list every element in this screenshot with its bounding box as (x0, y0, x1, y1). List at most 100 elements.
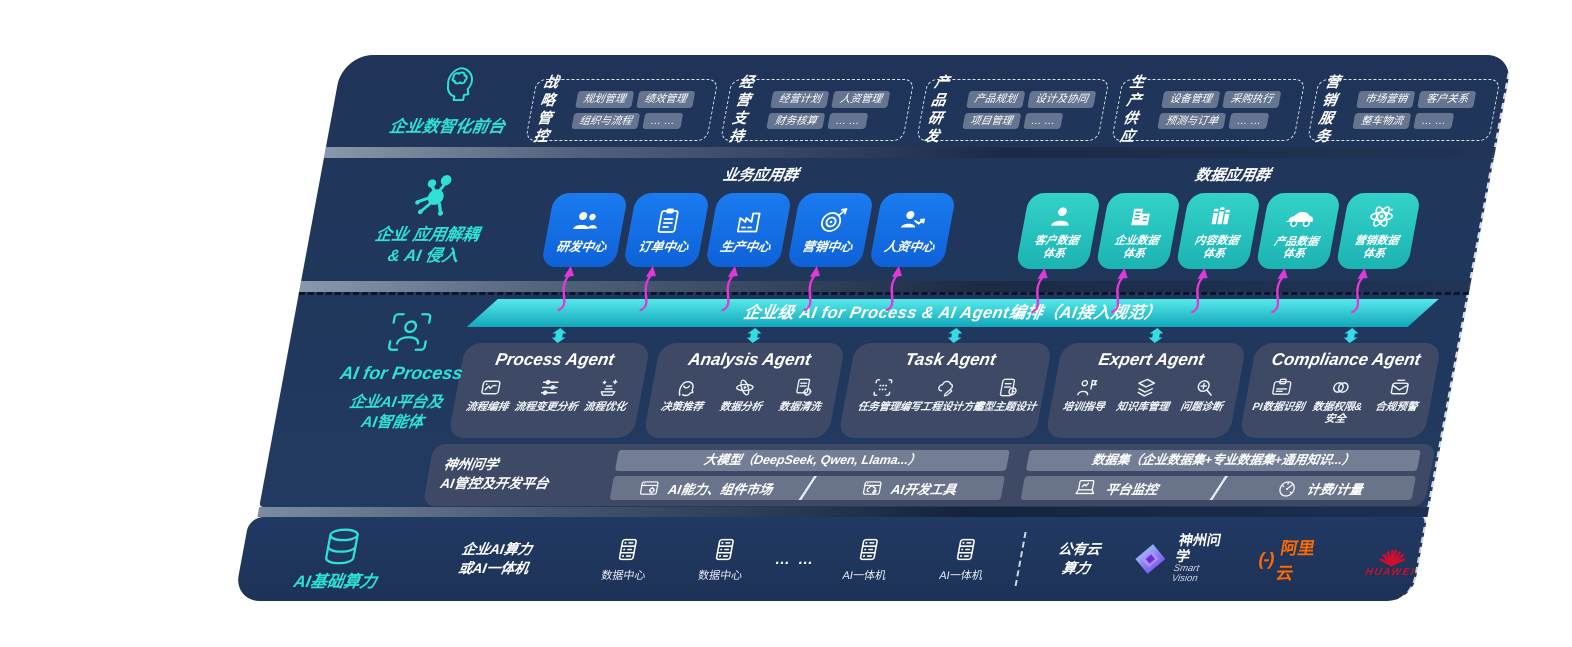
infra-node-datacenter: 数据中心 (585, 536, 668, 583)
metering-gauge-icon (1279, 480, 1296, 497)
smartvision-logo (1135, 544, 1166, 574)
app-tile-hr-center: 人资中心 (868, 193, 957, 267)
front-office-label: 企业数智化前台 (387, 117, 507, 136)
platform-cell-metering: 计费/计量 (1224, 476, 1416, 500)
agent-title: Analysis Agent (686, 350, 813, 369)
front-group-operation: 经营 支持 经营计划 人资管理 财务核算 … … (720, 75, 915, 145)
design-doc-icon (999, 378, 1017, 397)
layer-separator (323, 147, 1496, 158)
ai-platform-subtitle: 企业AI平台及 AI智能体 (348, 393, 445, 431)
front-group-marketing: 营销 服务 市场营销 客户关系 整车物流 … … (1306, 75, 1501, 145)
infra-node-label: 数据中心 (600, 569, 647, 582)
books-icon (1211, 207, 1230, 225)
server-icon (619, 538, 638, 560)
vendor-name: 神州问学 (1174, 532, 1223, 564)
target-icon (820, 208, 848, 232)
platform-cell-label: AI能力、组件市场 (666, 481, 774, 497)
front-chip: … … (642, 112, 684, 130)
factory-icon (736, 212, 761, 233)
flow-arrow-icon (639, 266, 656, 312)
knowledge-layers-icon (1137, 378, 1156, 397)
flow-arrow-icon (1111, 268, 1128, 314)
infra-node-ai-appliance: AI一体机 (922, 536, 1005, 583)
agent-item-label: 任务管理 (856, 401, 901, 413)
platform-cell-components: AI能力、组件市场 (610, 476, 802, 500)
front-chip: 客户关系 (1417, 90, 1477, 108)
agent-item-label: 数据清洗 (777, 401, 822, 413)
data-app-title: 数据应用群 (1193, 167, 1272, 184)
front-chip: 采购执行 (1222, 90, 1282, 108)
flow-arrow-icon (1031, 268, 1048, 314)
molecule-icon (414, 174, 452, 216)
front-chip: 预测与订单 (1157, 112, 1227, 130)
front-chip: … … (1413, 112, 1455, 130)
data-clean-icon (795, 378, 812, 397)
clipboard-icon (657, 208, 679, 233)
front-chip: 设计及协同 (1026, 90, 1097, 108)
front-chip: 市场营销 (1356, 90, 1416, 108)
platform-cell-devtools: AI开发工具 (813, 476, 1005, 500)
data-tile-marketing: 营销数据 体系 (1335, 193, 1422, 269)
flow-arrow-icon (803, 266, 820, 312)
layer-separator (257, 507, 1430, 517)
front-chip: … … (1022, 112, 1064, 130)
business-app-cluster: 业务应用群 研发中心 订单中心 (540, 164, 966, 312)
ai-platform-layer: AI for Process 企业AI平台及 AI智能体 企业级 AI for … (259, 292, 1470, 507)
workflow-icon (481, 380, 501, 395)
agent-box: Task Agent 任务管理 编写工程设计方案 (837, 343, 1053, 438)
main-panel: 企业数智化前台 战略 管控 规划管理 绩效管理 组织与流程 … … 经营 支持 … (259, 55, 1513, 507)
data-tile-customer: 客户数据 体系 (1015, 193, 1102, 269)
agent-item-label: 造型主题设计 (972, 401, 1038, 413)
person-icon (1050, 207, 1069, 226)
data-app-cluster: 数据应用群 客户数据 体系 企业数据 体系 (1015, 164, 1434, 314)
architecture-diagram: 企业数智化前台 战略 管控 规划管理 绩效管理 组织与流程 … … 经营 支持 … (233, 55, 1513, 601)
hr-people-icon (901, 211, 926, 228)
platform-cell-label: 平台监控 (1104, 481, 1160, 497)
platform-cell-label: 计费/计量 (1305, 481, 1365, 497)
data-tile-label: 内容数据 体系 (1193, 235, 1240, 260)
app-tile-label: 人资中心 (883, 240, 936, 254)
agent-task: Task Agent 任务管理 编写工程设计方案 (837, 328, 1055, 438)
vendor-subname: Smart Vision (1170, 562, 1201, 585)
flow-arrow-icon (1191, 268, 1208, 314)
connector-arrow-icon (1343, 328, 1359, 343)
app-tile-label: 订单中心 (637, 240, 690, 254)
ellipsis-dots: … … (773, 550, 817, 568)
agent-title: Task Agent (903, 350, 998, 369)
agent-expert: Expert Agent 培训指导 知识库管理 (1044, 328, 1250, 438)
infra-rail: AI基础算力 (235, 525, 443, 593)
agent-title: Expert Agent (1097, 350, 1206, 369)
team-icon (573, 212, 597, 229)
cloud-edit-icon (937, 380, 953, 397)
app-tile-order-center: 订单中心 (622, 193, 711, 267)
front-chip: … … (1228, 112, 1270, 130)
flow-arrow-icon (557, 266, 574, 312)
front-chip: 项目管理 (961, 112, 1021, 130)
app-tile-marketing-center: 营销中心 (786, 193, 875, 267)
connector-arrow-icon (947, 328, 963, 343)
agent-analysis: Analysis Agent 决策推荐 数据分析 (642, 328, 848, 438)
infra-node-ai-appliance: AI一体机 (826, 536, 909, 583)
server-icon (956, 538, 975, 560)
front-office-layer: 企业数智化前台 战略 管控 规划管理 绩效管理 组织与流程 … … 经营 支持 … (326, 55, 1513, 147)
data-tile-label: 产品数据 体系 (1273, 235, 1320, 260)
flow-arrow-icon (721, 266, 738, 312)
front-group-supply: 生产 供应 设备管理 采购执行 预测与订单 … … (1111, 75, 1306, 145)
vendor-aliyun: (-) 阿里云 (1254, 534, 1326, 584)
agent-item-label: PI数据识别 (1251, 401, 1306, 413)
infra-node-datacenter: 数据中心 (681, 536, 764, 583)
agent-item-label: 决策推荐 (659, 401, 705, 413)
front-chip: 人资管理 (831, 90, 891, 108)
data-tile-label: 营销数据 体系 (1353, 235, 1400, 260)
task-grid-icon (872, 379, 892, 396)
agent-item-label: 数据分析 (718, 401, 763, 413)
component-market-icon (639, 480, 659, 495)
public-cloud-label: 公有云 算力 (1057, 541, 1103, 576)
permission-rings-icon (1333, 382, 1349, 393)
platform-monitor-icon (1075, 480, 1095, 495)
data-tile-enterprise: 企业数据 体系 (1095, 193, 1182, 269)
front-group-name: 产品 研发 (923, 74, 951, 146)
agent-item-label: 流程变更分析 (513, 401, 579, 413)
optimize-icon (600, 379, 618, 396)
